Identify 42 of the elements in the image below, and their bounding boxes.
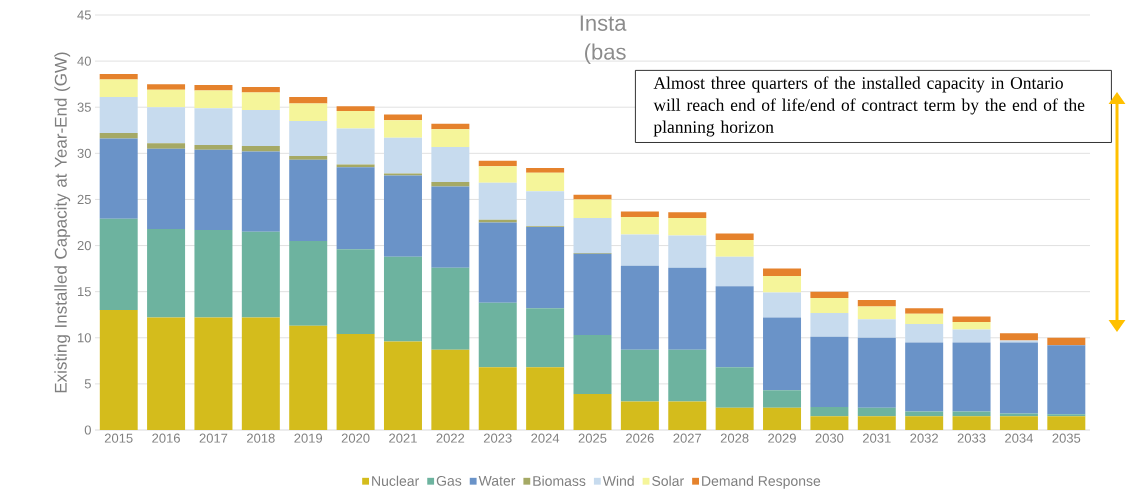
- y-tick-label: 10: [78, 333, 91, 343]
- x-tick-label: 2015: [104, 433, 133, 443]
- legend-label: Demand Response: [702, 475, 821, 489]
- x-tick-label: 2034: [1005, 433, 1034, 443]
- x-tick-label: 2020: [341, 433, 370, 443]
- y-tick-label: 35: [77, 102, 91, 112]
- y-tick-label: 45: [77, 10, 91, 20]
- x-tick-label: 2024: [531, 433, 560, 443]
- chart-title: Insta: [580, 15, 627, 31]
- x-tick-label: 2018: [247, 433, 275, 443]
- text: (bas: [585, 43, 626, 65]
- x-tick-label: 2033: [957, 433, 986, 443]
- x-tick-label: 2026: [626, 433, 654, 443]
- x-tick-label: 2030: [815, 433, 844, 443]
- legend-label: Water: [478, 475, 516, 486]
- legend-label: Solar: [652, 475, 684, 486]
- x-tick-label: 2031: [862, 433, 891, 443]
- legend-label: Gas: [436, 475, 462, 486]
- x-tick-label: 2035: [1052, 433, 1081, 443]
- y-tick-label: 0: [84, 425, 91, 435]
- y-axis-title: Existing Installed Capacity at Year-End (GW): [54, 52, 71, 393]
- legend-label: Biomass: [533, 475, 586, 486]
- annotation: Almost three quarters of the installed capacity in Ontario will reach end of life/end of contract term by the end of the planning horizon: [653, 76, 1085, 137]
- y-tick-label: 15: [78, 287, 91, 297]
- y-tick-label: 5: [84, 379, 91, 389]
- y-tick-label: 20: [77, 240, 91, 251]
- x-tick-label: 2016: [152, 433, 180, 443]
- x-tick-label: 2019: [294, 433, 323, 443]
- x-tick-label: 2022: [436, 433, 465, 443]
- x-tick-label: 2032: [910, 433, 938, 443]
- y-tick-label: 40: [77, 56, 91, 66]
- y-tick-label: 25: [77, 194, 91, 205]
- x-tick-label: 2021: [389, 433, 417, 443]
- legend-label: Nuclear: [372, 475, 420, 486]
- x-tick-label: 2027: [673, 433, 702, 443]
- x-tick-label: 2017: [199, 433, 228, 443]
- y-tick-label: 30: [77, 148, 91, 158]
- x-tick-label: 2023: [483, 433, 512, 443]
- legend-label: Wind: [602, 475, 634, 486]
- x-tick-label: 2028: [720, 433, 749, 443]
- x-tick-label: 2025: [578, 433, 607, 443]
- x-tick-label: 2029: [768, 433, 796, 443]
